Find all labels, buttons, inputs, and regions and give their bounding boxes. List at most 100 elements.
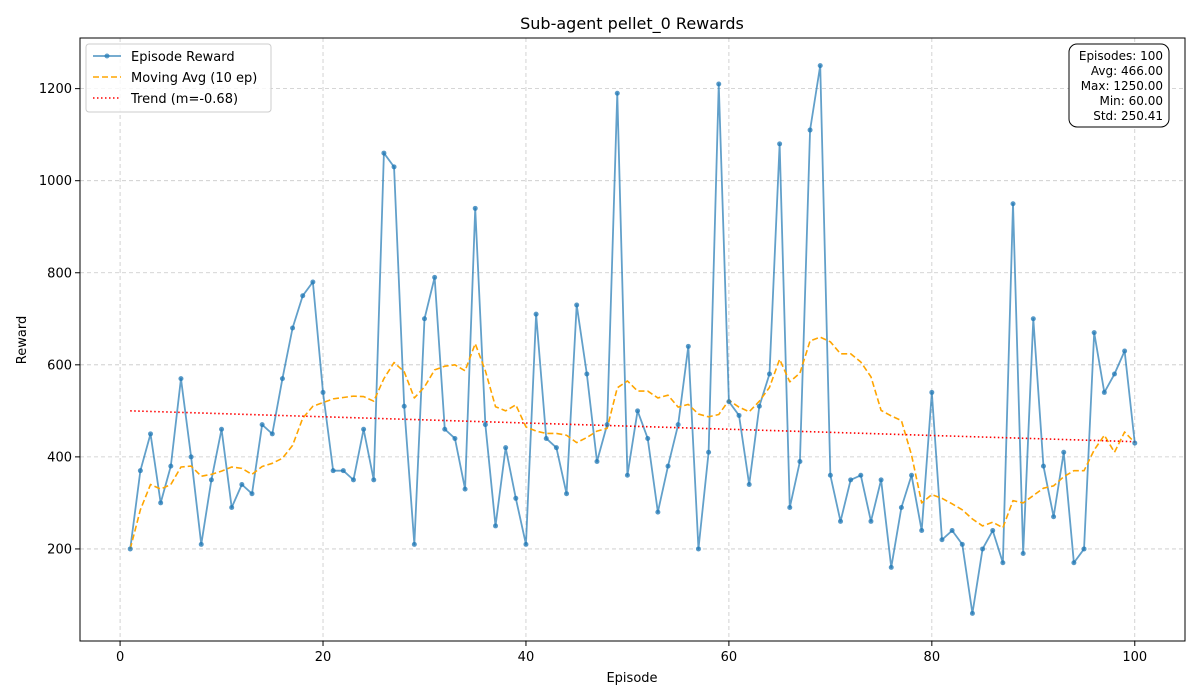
axis-ticks: 0 20 40 60 80 100 200 400 600 800 1000 1200 [39,82,1147,665]
episode-reward-point [320,389,326,395]
episode-reward-point [239,481,245,487]
episode-reward-point [493,523,499,529]
episode-reward-point [878,477,884,483]
episode-reward-point [188,454,194,460]
legend-marker-episode-reward [104,53,110,59]
x-tick-label: 80 [924,650,941,665]
episode-reward-point [330,468,336,474]
episode-reward-point [503,445,509,451]
episode-reward-point [381,150,387,156]
x-tick-label: 100 [1122,650,1147,665]
episode-reward-point [939,537,945,543]
episode-reward-point [868,518,874,524]
episode-reward-point [1040,463,1046,469]
episode-reward-point [898,505,904,511]
episode-reward-point [279,376,285,382]
episode-reward-point [1030,316,1036,322]
episode-reward-point [1010,201,1016,207]
y-tick-label: 600 [47,358,72,373]
episode-reward-point [695,546,701,552]
series-moving-avg-line [129,336,1136,550]
episode-reward-point [919,528,925,534]
legend-label-trend: Trend (m=-0.68) [130,92,238,107]
episode-reward-point [452,435,458,441]
episode-reward-point [766,371,772,377]
y-tick-label: 200 [47,542,72,557]
episode-reward-point [797,458,803,464]
episode-reward-point [259,422,265,428]
episode-reward-point [969,610,975,616]
episode-reward-point [909,472,915,478]
plot-frame [79,37,1186,642]
episode-reward-point [624,472,630,478]
episode-reward-point [1111,371,1117,377]
episode-reward-point [371,477,377,483]
episode-reward-point [929,389,935,395]
episode-reward-point [178,376,184,382]
episode-reward-point [1051,514,1057,520]
episode-reward-point [848,477,854,483]
episode-reward-point [1091,330,1097,336]
episode-reward-point [411,541,417,547]
episode-reward-point [584,371,590,377]
episode-reward-point [817,63,823,69]
episode-reward-point [432,274,438,280]
episode-reward-point [777,141,783,147]
x-tick-label: 40 [518,650,535,665]
episode-reward-point [198,541,204,547]
episode-reward-point [553,445,559,451]
x-tick-label: 60 [721,650,738,665]
stats-box-frame [1068,43,1170,128]
episode-reward-point [391,164,397,170]
episode-reward-point [513,495,519,501]
episode-reward-point [787,505,793,511]
episode-reward-point [736,412,742,418]
episode-reward-point [229,505,235,511]
episode-reward-point [249,491,255,497]
legend-box [85,43,272,113]
episode-reward-point [1132,440,1138,446]
episode-reward-point [827,472,833,478]
episode-reward-point [574,302,580,308]
episode-reward-point [442,426,448,432]
y-axis-label: Reward [15,316,30,364]
episode-reward-point [716,81,722,87]
legend-label-episode-reward: Episode Reward [131,50,235,65]
episode-reward-point [208,477,214,483]
legend: Episode Reward Moving Avg (10 ep) Trend … [85,43,272,113]
chart-title: Sub-agent pellet_0 Rewards [520,14,744,34]
episode-reward-point [421,316,427,322]
stats-min: Min: 60.00 [1099,94,1163,108]
episode-reward-point [533,311,539,317]
episode-reward-point [340,468,346,474]
stats-max: Max: 1250.00 [1081,79,1163,93]
episode-reward-point [1020,551,1026,557]
episode-reward-point [655,509,661,515]
episode-reward-point [807,127,813,133]
y-tick-label: 400 [47,450,72,465]
episode-reward-point [990,528,996,534]
stats-std: Std: 250.41 [1093,109,1163,123]
episode-reward-point [523,541,529,547]
y-tick-label: 1000 [39,174,72,189]
y-tick-label: 1200 [39,82,72,97]
x-tick-label: 0 [116,650,124,665]
episode-reward-point [401,403,407,409]
stats-avg: Avg: 466.00 [1091,64,1163,78]
episode-reward-point [645,435,651,441]
x-tick-label: 20 [315,650,332,665]
episode-reward-point [604,422,610,428]
episode-reward-point [310,279,316,285]
episode-reward-point [756,403,762,409]
episode-reward-point [685,343,691,349]
episode-reward-point [350,477,356,483]
episode-reward-point [1071,560,1077,566]
episode-reward-point [706,449,712,455]
episode-reward-point [838,518,844,524]
episode-reward-point [1101,389,1107,395]
episode-reward-point [594,458,600,464]
episode-reward-point [300,293,306,299]
episode-reward-point [746,481,752,487]
